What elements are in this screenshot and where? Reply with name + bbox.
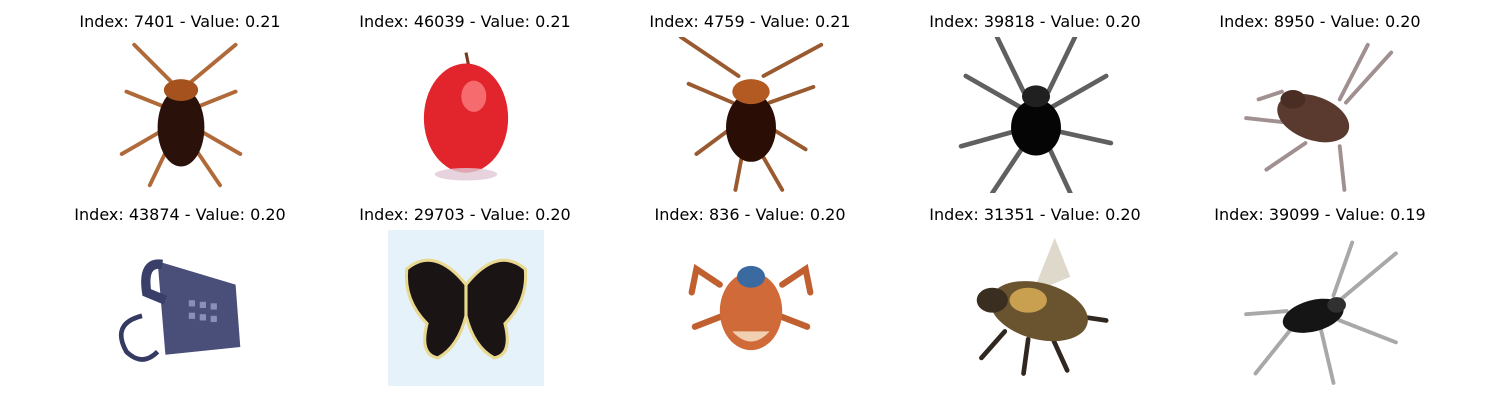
image-title: Index: 39099 - Value: 0.19	[1214, 205, 1426, 224]
apple-image	[388, 37, 544, 193]
image-cell: Index: 29703 - Value: 0.20	[330, 205, 600, 386]
cockroach-image	[103, 37, 259, 193]
cockroach-image	[1243, 37, 1399, 193]
image-cell: Index: 31351 - Value: 0.20	[900, 205, 1170, 386]
telephone-image	[103, 230, 259, 386]
image-title: Index: 31351 - Value: 0.20	[929, 205, 1141, 224]
butterfly-image	[388, 230, 544, 386]
image-cell: Index: 836 - Value: 0.20	[615, 205, 885, 386]
image-title: Index: 4759 - Value: 0.21	[649, 12, 851, 31]
crab-image	[673, 230, 829, 386]
image-cell: Index: 4759 - Value: 0.21	[615, 12, 885, 193]
image-title: Index: 43874 - Value: 0.20	[74, 205, 286, 224]
image-cell: Index: 39818 - Value: 0.20	[900, 12, 1170, 193]
bee-image	[958, 230, 1114, 386]
cockroach-image	[1243, 230, 1399, 386]
image-title: Index: 29703 - Value: 0.20	[359, 205, 571, 224]
image-cell: Index: 8950 - Value: 0.20	[1185, 12, 1455, 193]
image-title: Index: 39818 - Value: 0.20	[929, 12, 1141, 31]
image-cell: Index: 7401 - Value: 0.21	[45, 12, 315, 193]
image-cell: Index: 46039 - Value: 0.21	[330, 12, 600, 193]
spider-image	[958, 37, 1114, 193]
image-title: Index: 46039 - Value: 0.21	[359, 12, 571, 31]
image-title: Index: 7401 - Value: 0.21	[79, 12, 281, 31]
image-cell: Index: 39099 - Value: 0.19	[1185, 205, 1455, 386]
image-cell: Index: 43874 - Value: 0.20	[45, 205, 315, 386]
image-title: Index: 836 - Value: 0.20	[654, 205, 846, 224]
cockroach-image	[673, 37, 829, 193]
image-title: Index: 8950 - Value: 0.20	[1219, 12, 1421, 31]
